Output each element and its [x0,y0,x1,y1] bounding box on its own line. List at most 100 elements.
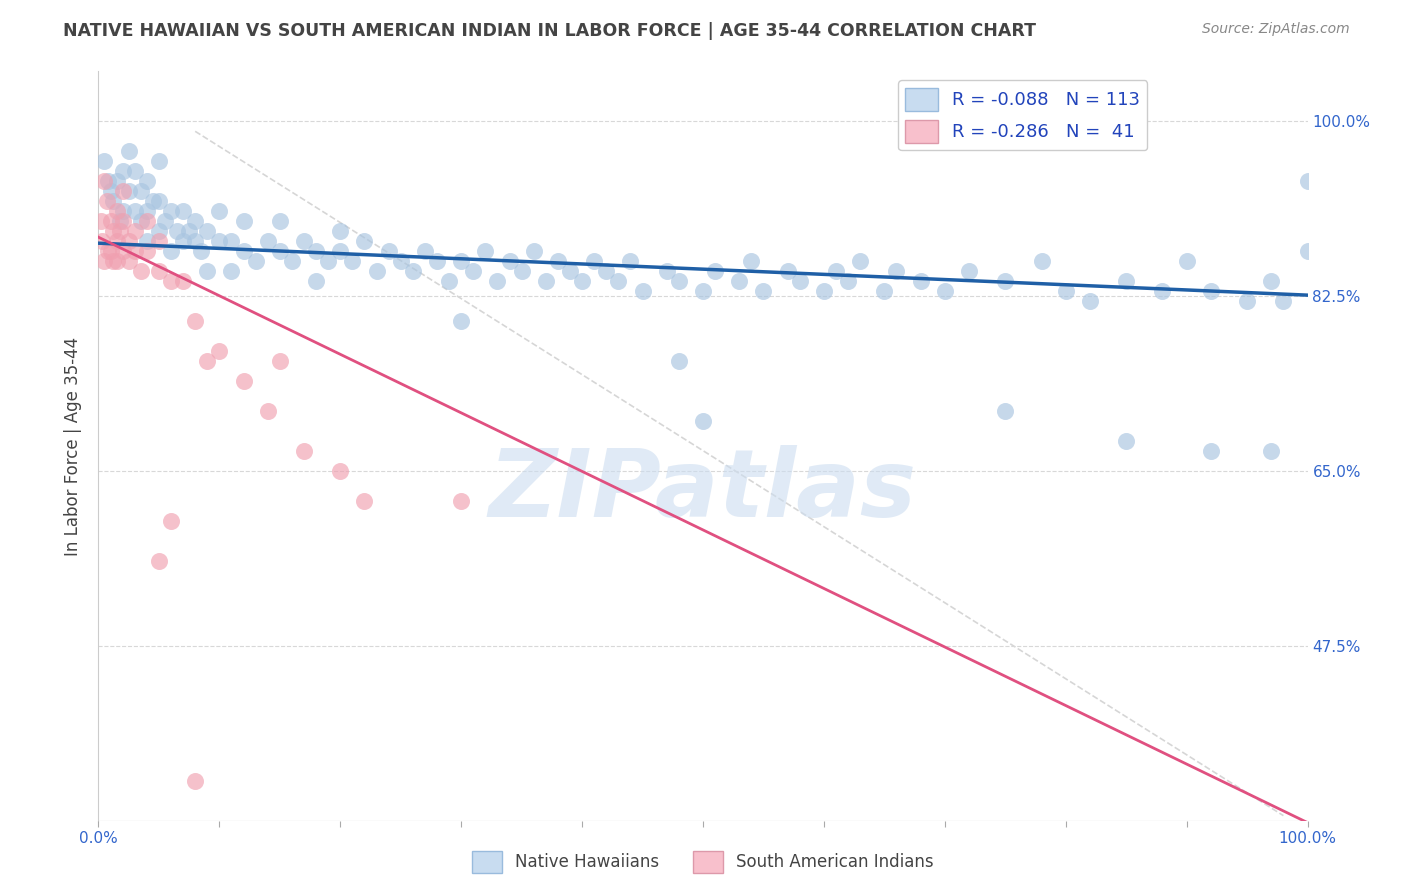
Point [111,184,134,198]
Point [184,773,207,788]
Point [108,224,131,238]
Point [752,284,775,298]
Point [1175,254,1198,268]
Point [135,204,157,219]
Point [142,194,165,209]
Point [221,234,243,248]
Point [510,264,533,278]
Point [91,234,114,248]
Point [124,224,146,238]
Point [1236,294,1258,309]
Point [160,204,183,219]
Point [256,404,278,418]
Point [160,274,183,288]
Legend: R = -0.088   N = 113, R = -0.286   N =  41: R = -0.088 N = 113, R = -0.286 N = 41 [898,80,1147,150]
Point [849,254,872,268]
Point [172,204,194,219]
Point [353,234,375,248]
Point [97,174,120,188]
Point [100,214,122,228]
Point [124,244,146,259]
Point [813,284,835,298]
Point [135,244,157,259]
Point [426,254,449,268]
Point [668,354,690,368]
Point [153,214,176,228]
Point [655,264,678,278]
Point [523,244,546,259]
Point [129,214,152,228]
Point [994,274,1017,288]
Point [148,264,170,278]
Point [292,234,315,248]
Point [463,264,485,278]
Text: ZIPatlas: ZIPatlas [489,445,917,537]
Point [195,264,218,278]
Point [704,264,727,278]
Point [1078,294,1101,309]
Point [1260,274,1282,288]
Point [118,145,141,159]
Legend: Native Hawaiians, South American Indians: Native Hawaiians, South American Indians [465,845,941,880]
Text: NATIVE HAWAIIAN VS SOUTH AMERICAN INDIAN IN LABOR FORCE | AGE 35-44 CORRELATION : NATIVE HAWAIIAN VS SOUTH AMERICAN INDIAN… [63,22,1036,40]
Point [607,274,630,288]
Point [450,254,472,268]
Point [124,204,146,219]
Point [208,204,231,219]
Point [148,154,170,169]
Point [101,224,124,238]
Point [1260,444,1282,458]
Point [111,164,134,178]
Point [166,224,188,238]
Point [93,254,115,268]
Point [118,254,141,268]
Point [108,214,131,228]
Point [190,244,212,259]
Point [413,244,436,259]
Point [232,374,254,388]
Point [305,244,328,259]
Point [129,264,152,278]
Point [105,254,128,268]
Point [571,274,593,288]
Point [1296,244,1319,259]
Point [437,274,460,288]
Point [1199,284,1222,298]
Point [1199,444,1222,458]
Point [292,444,315,458]
Point [450,314,472,328]
Point [124,164,146,178]
Point [692,414,714,428]
Point [1031,254,1053,268]
Point [934,284,956,298]
Point [100,184,122,198]
Point [316,254,339,268]
Point [96,194,118,209]
Point [269,244,291,259]
Point [90,214,112,228]
Point [486,274,509,288]
Point [789,274,811,288]
Point [256,234,278,248]
Point [329,464,352,478]
Point [118,184,141,198]
Point [148,554,170,568]
Point [135,214,157,228]
Point [184,314,207,328]
Point [366,264,388,278]
Point [97,244,120,259]
Point [957,264,980,278]
Point [148,224,170,238]
Point [1272,294,1295,309]
Point [498,254,520,268]
Point [111,244,134,259]
Point [402,264,425,278]
Point [232,214,254,228]
Point [1152,284,1174,298]
Point [100,244,122,259]
Point [1115,434,1137,448]
Point [450,494,472,508]
Point [208,344,231,359]
Point [111,204,134,219]
Point [1115,274,1137,288]
